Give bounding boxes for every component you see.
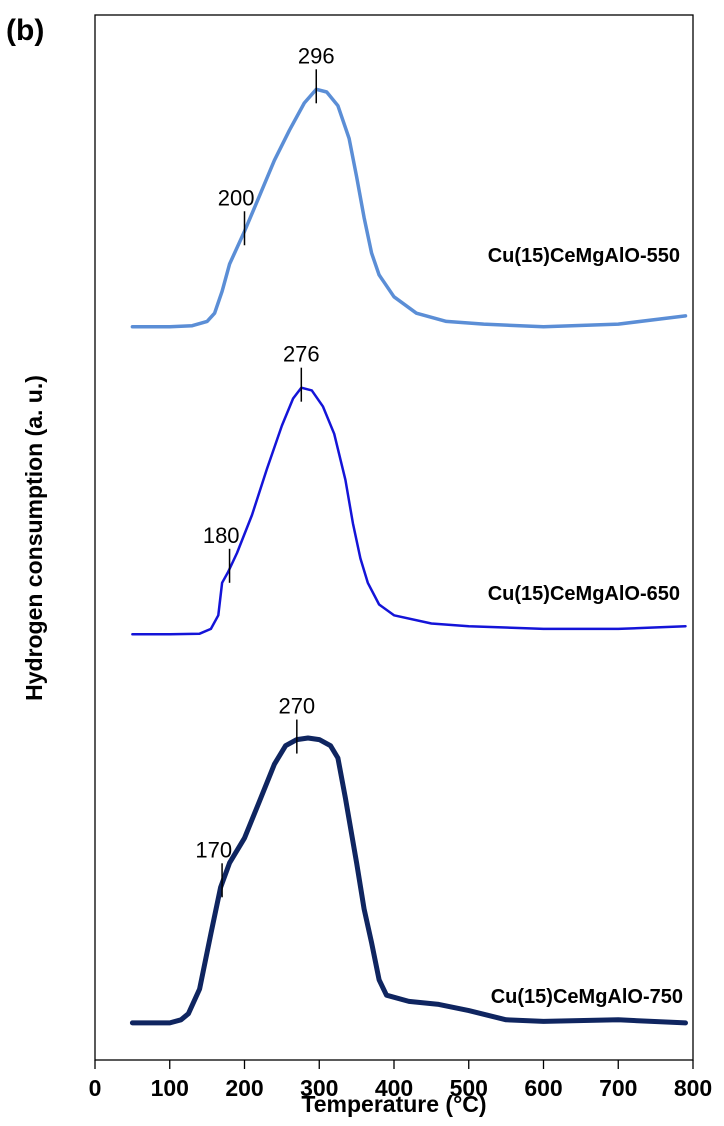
x-axis-title: Temperature (°C) <box>301 1091 486 1117</box>
x-tick-label-200: 200 <box>225 1075 263 1101</box>
x-tick-label-100: 100 <box>151 1075 189 1101</box>
annotation-label-1-2: 296 <box>298 43 335 68</box>
series-layer: Cu(15)CeMgAlO-550 200 296 Cu(15)CeMgAlO-650… <box>129 43 688 1026</box>
annotation-label-2-2: 276 <box>283 342 320 367</box>
annotation-label-1-1: 200 <box>218 185 255 210</box>
x-axis: 0 100 200 300 400 500 600 700 800 <box>89 1060 712 1101</box>
x-tick-label-300: 300 <box>300 1075 338 1101</box>
x-tick-label-400: 400 <box>375 1075 413 1101</box>
series-line-3 <box>129 735 688 1026</box>
x-tick-label-0: 0 <box>89 1075 102 1101</box>
x-tick-label-700: 700 <box>599 1075 637 1101</box>
panel-label: (b) <box>6 14 44 47</box>
series-line-1 <box>130 87 688 329</box>
x-tick-label-600: 600 <box>524 1075 562 1101</box>
series-label-2: Cu(15)CeMgAlO-650 <box>488 583 680 605</box>
annotation-label-3-1: 170 <box>195 837 232 862</box>
series-line-2 <box>131 386 687 636</box>
x-tick-label-500: 500 <box>450 1075 488 1101</box>
annotation-label-2-1: 180 <box>203 523 240 548</box>
series-label-1: Cu(15)CeMgAlO-550 <box>488 245 680 267</box>
y-axis-title: Hydrogen consumption (a. u.) <box>21 375 47 701</box>
plot-frame <box>94 14 694 1061</box>
x-tick-label-800: 800 <box>674 1075 712 1101</box>
series-label-3: Cu(15)CeMgAlO-750 <box>491 986 683 1008</box>
annotation-label-3-2: 270 <box>278 694 315 719</box>
